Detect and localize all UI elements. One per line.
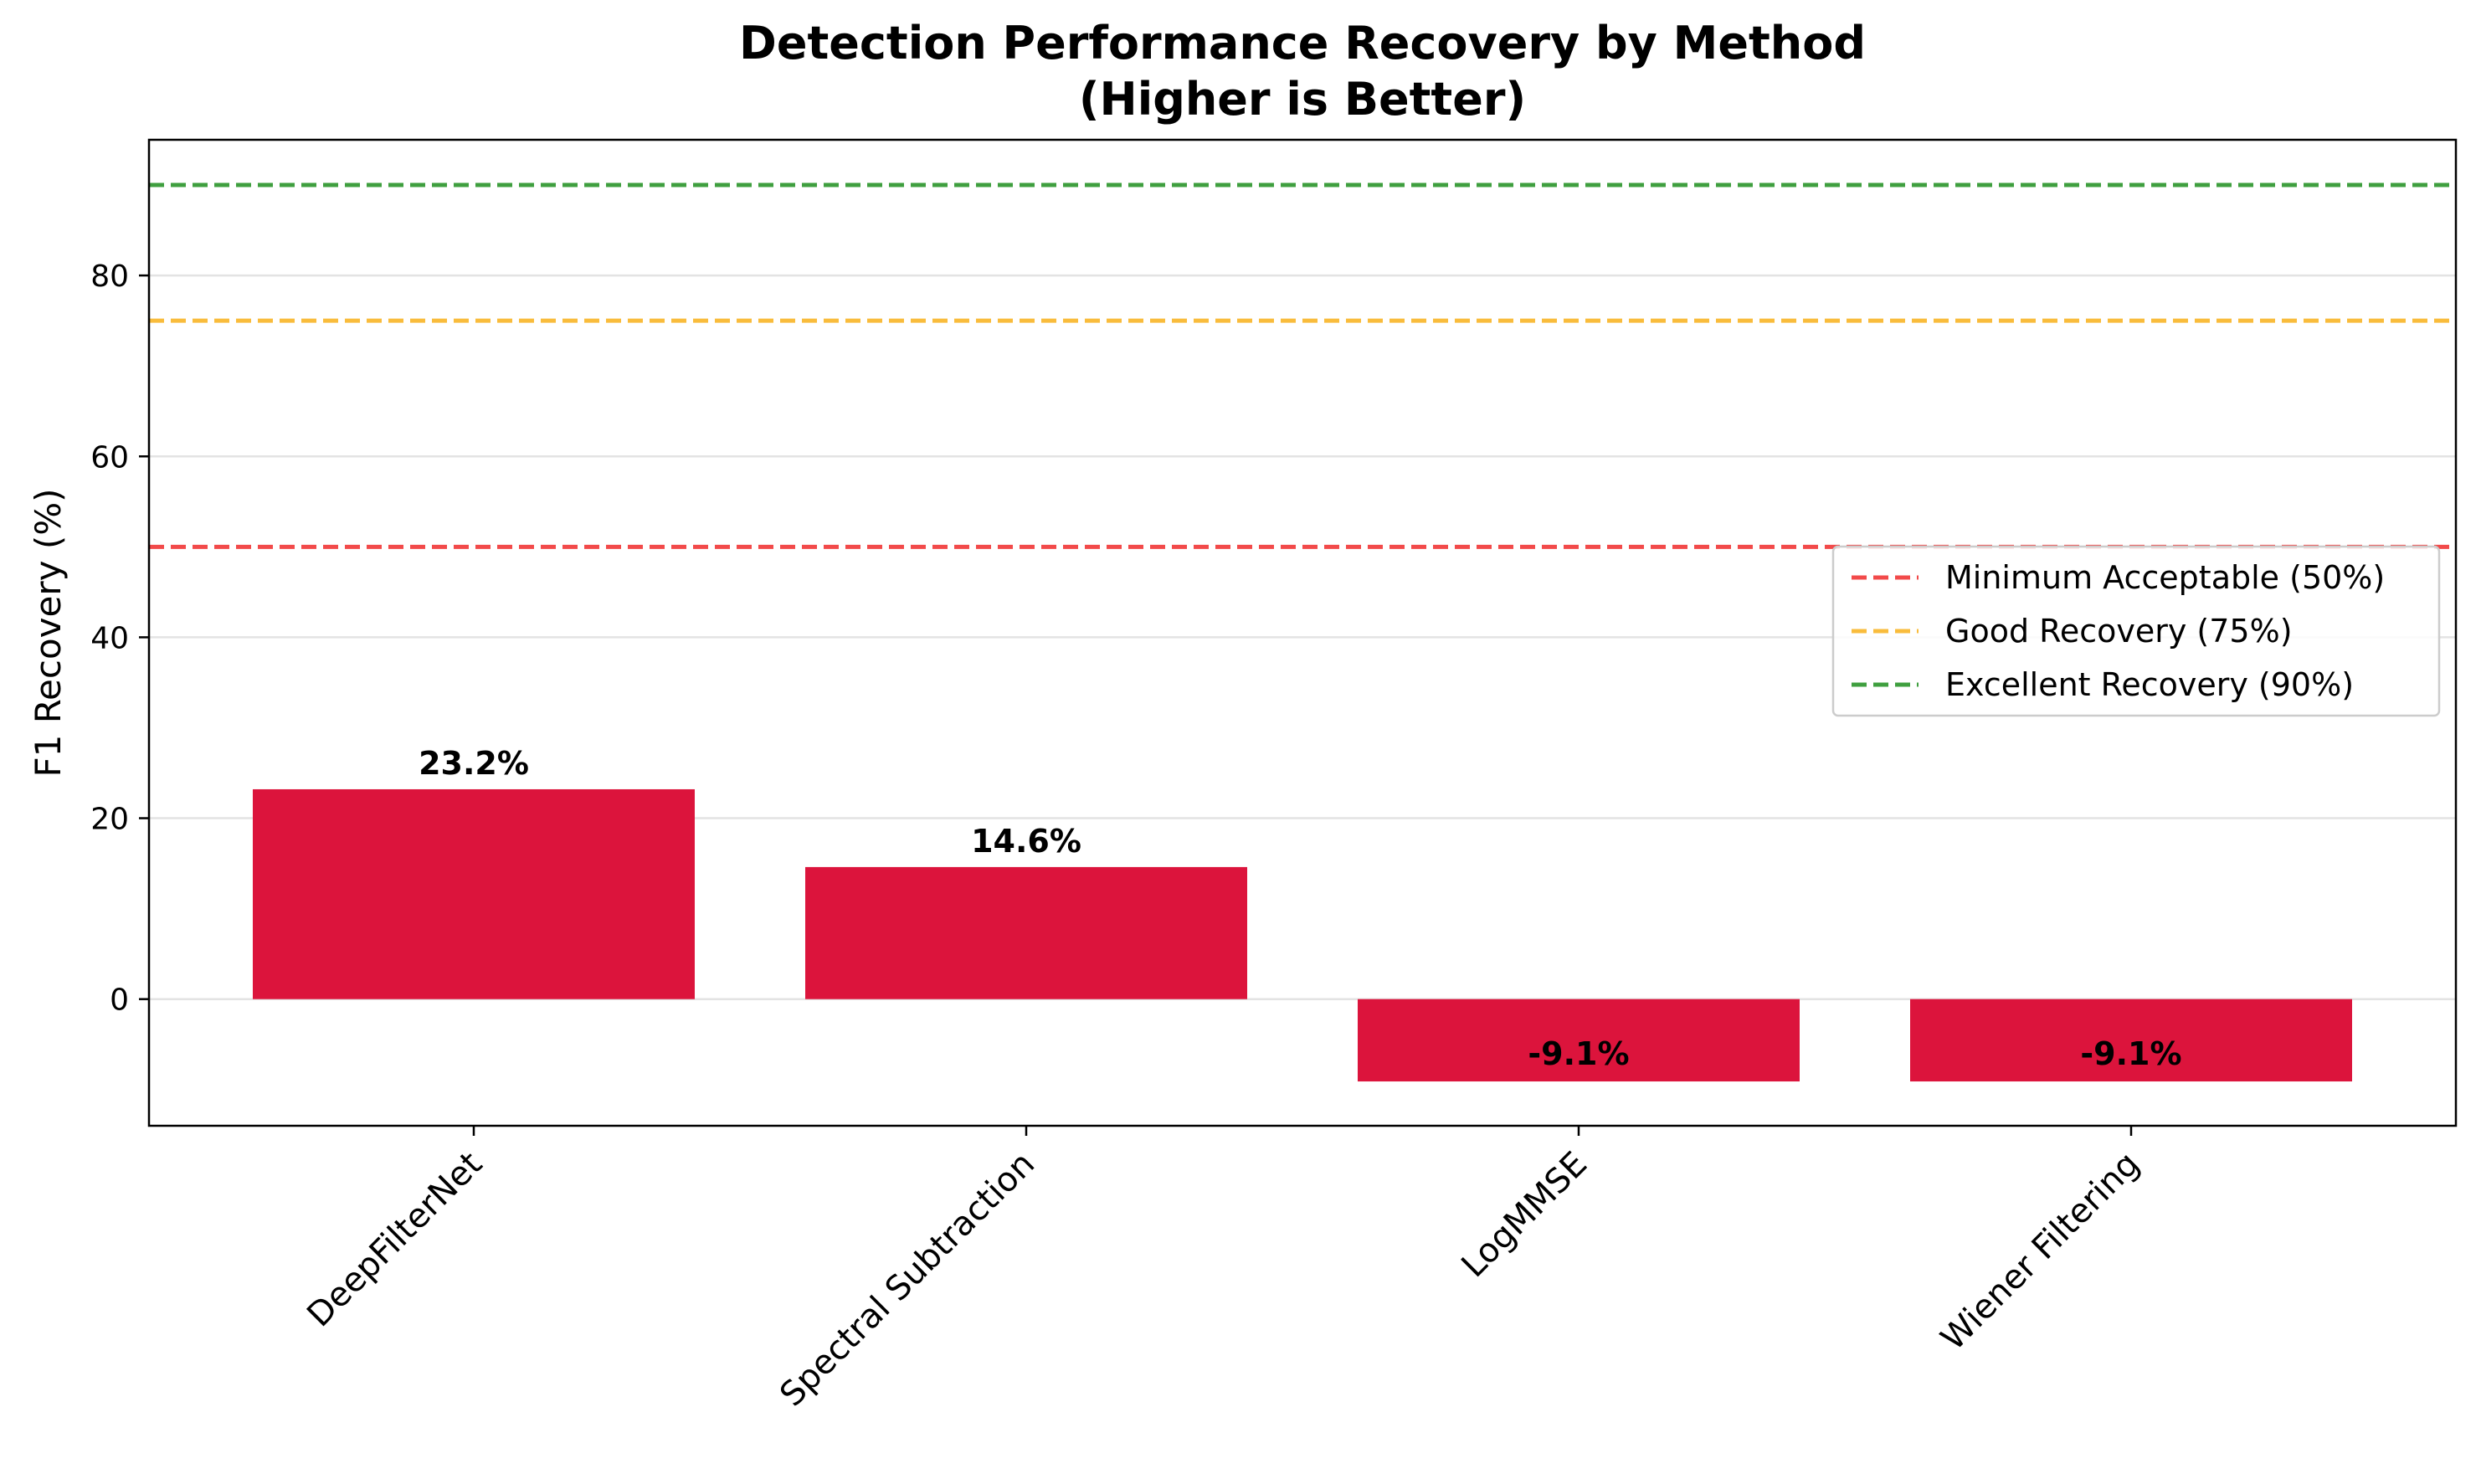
y-tick-label: 80	[90, 259, 129, 294]
bar-value-label: 23.2%	[419, 745, 529, 782]
y-tick-label: 0	[110, 983, 129, 1018]
bar	[253, 788, 695, 999]
bar-value-labels: 23.2% 14.6% -9.1% -9.1%	[419, 745, 2182, 1072]
y-tick-label: 20	[90, 803, 129, 837]
bar-value-label: 14.6%	[971, 823, 1081, 860]
legend-entry: Minimum Acceptable (50%)	[1945, 559, 2385, 596]
chart-title: Detection Performance Recovery by Method	[739, 17, 1866, 69]
y-tick-label: 40	[90, 621, 129, 655]
bar-value-label: -9.1%	[1528, 1035, 1629, 1072]
legend-entry: Excellent Recovery (90%)	[1945, 666, 2354, 703]
legend-box	[1831, 545, 2441, 717]
legend-entry: Good Recovery (75%)	[1945, 613, 2293, 650]
bar	[805, 866, 1247, 999]
bars	[253, 788, 2352, 1082]
bar	[1358, 999, 1800, 1082]
bar	[1910, 999, 2352, 1082]
plot-frame	[147, 138, 2458, 1127]
bar-value-label: -9.1%	[2080, 1035, 2181, 1072]
y-axis-label: F1 Recovery (%)	[28, 488, 69, 777]
legend: Minimum Acceptable (50%) Good Recovery (7…	[1831, 545, 2441, 717]
chart-subtitle: (Higher is Better)	[1079, 73, 1526, 126]
y-axis: 0 20 40 60 80	[90, 259, 149, 1018]
y-tick-label: 60	[90, 440, 129, 475]
